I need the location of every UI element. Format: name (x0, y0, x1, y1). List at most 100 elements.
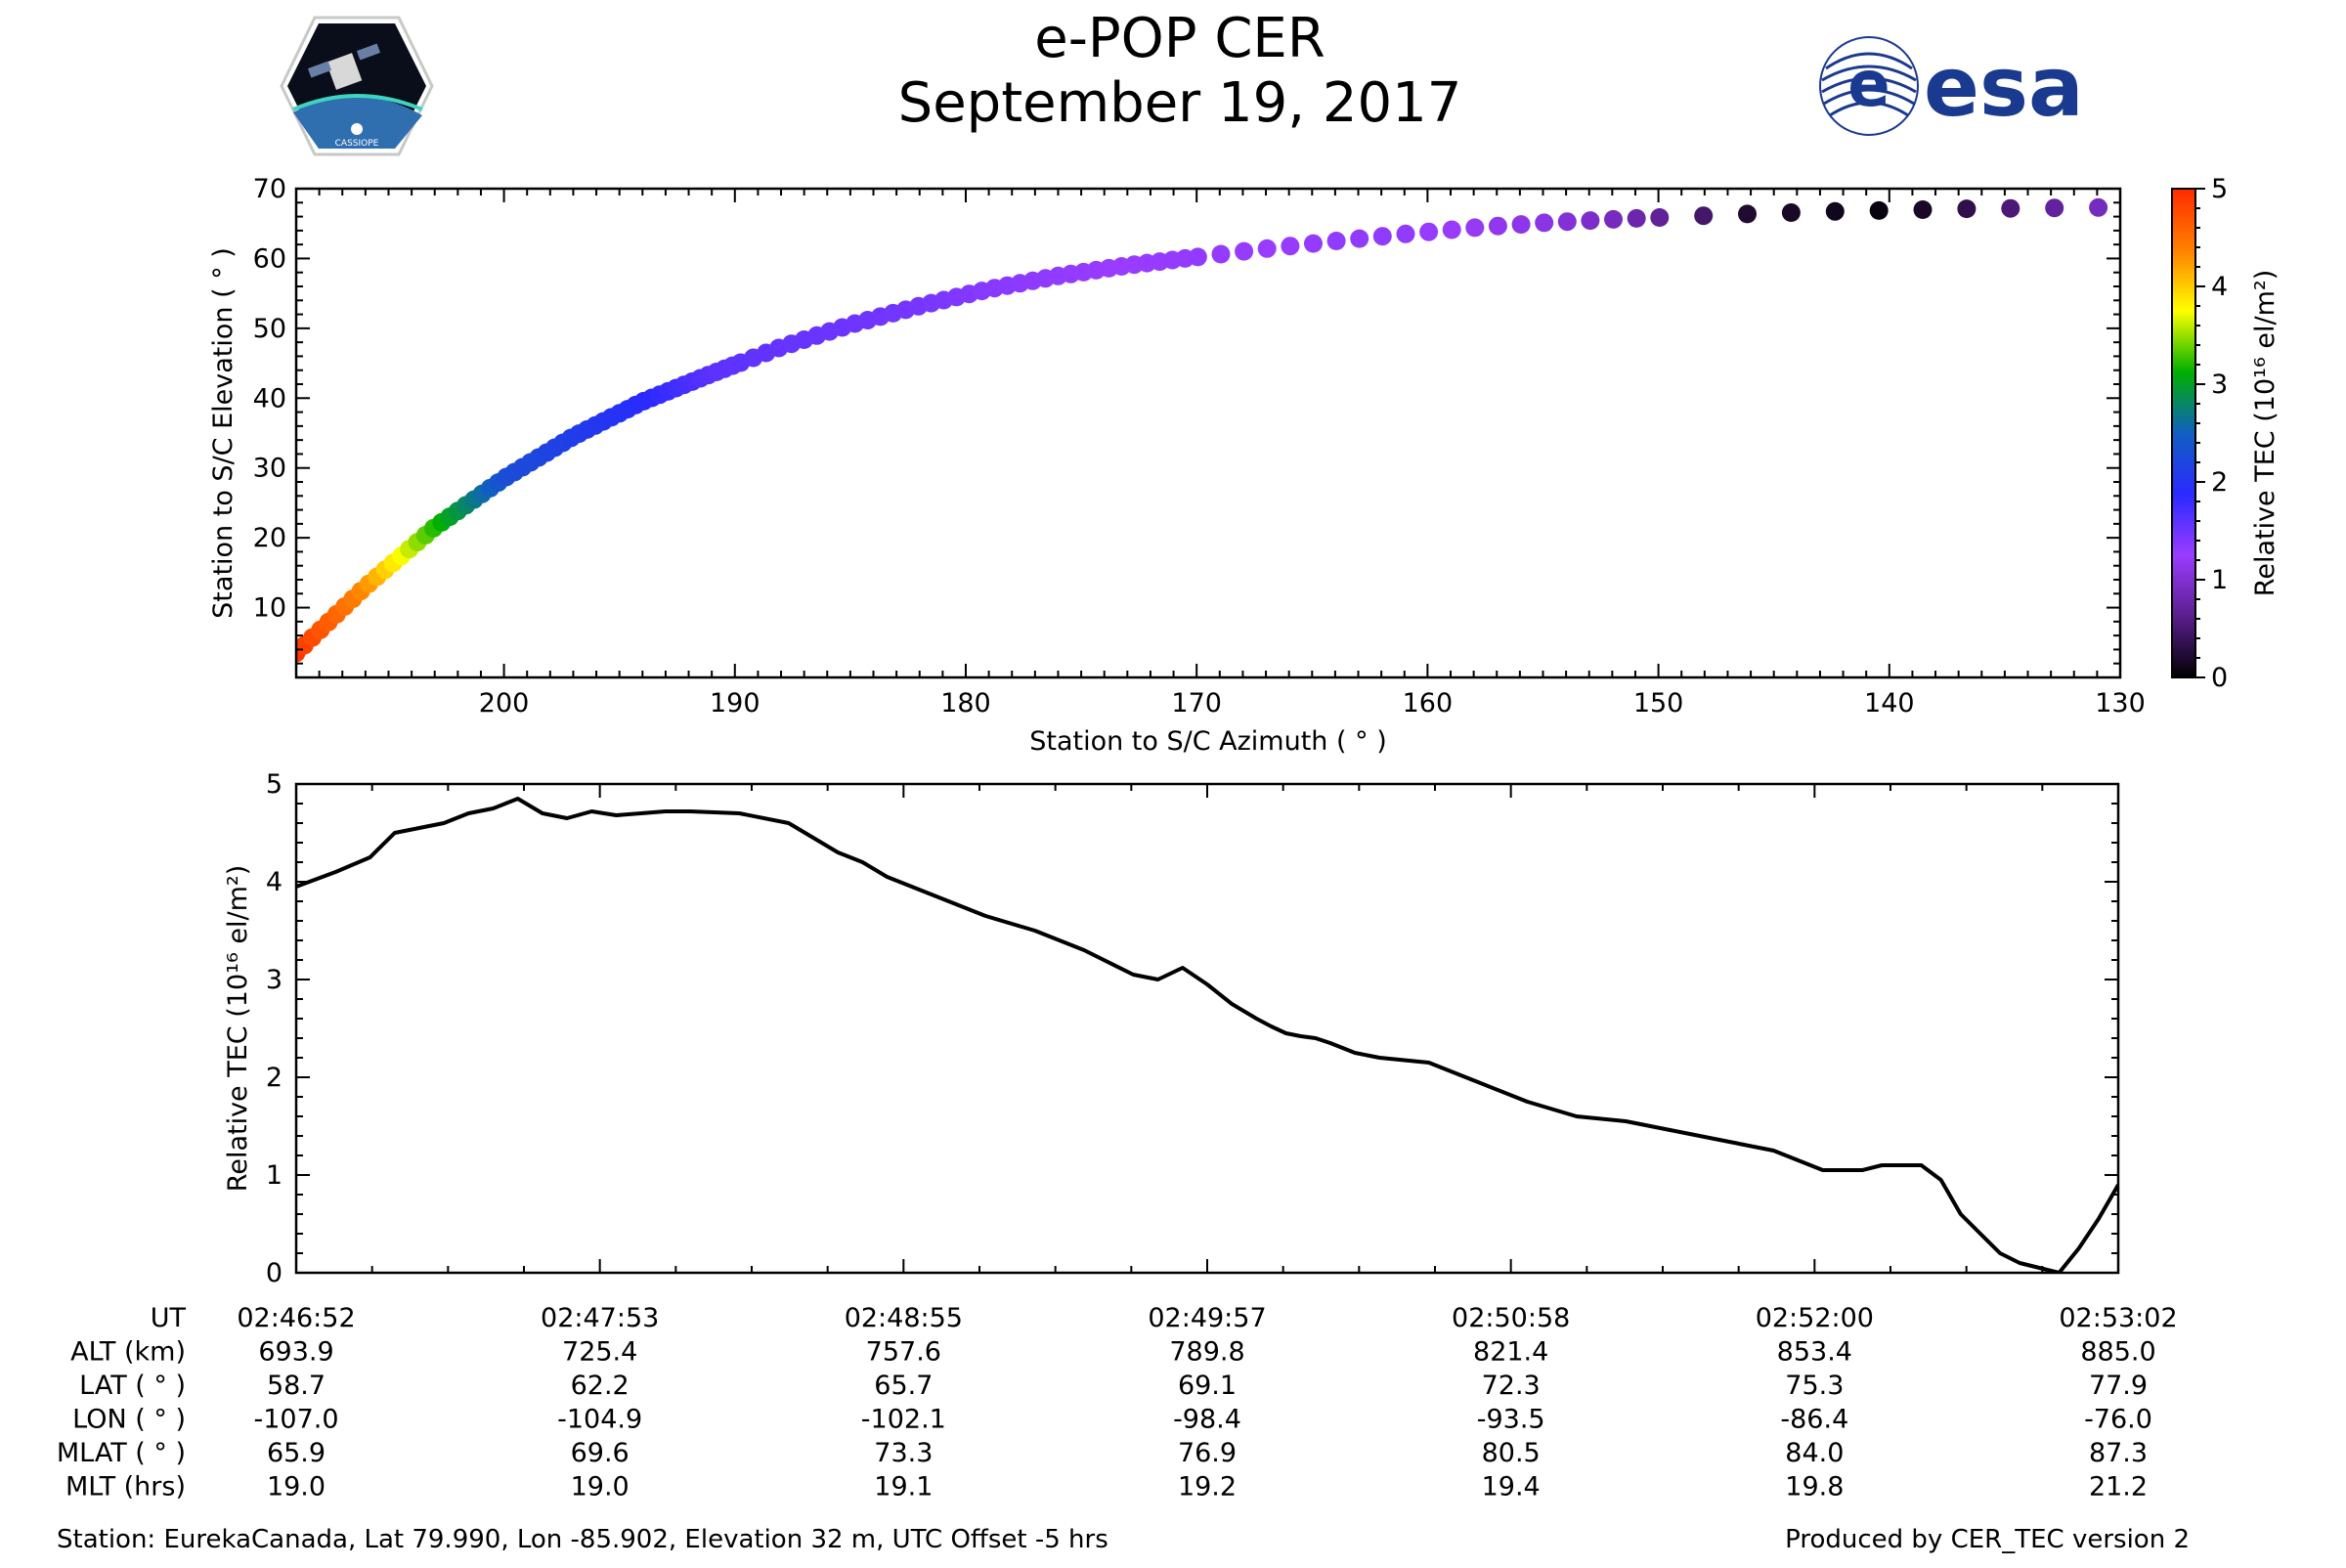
ephemeris-cell: 69.6 (571, 1438, 630, 1468)
track-dot (1581, 211, 1600, 231)
track-dot (2001, 198, 2020, 218)
track-dot (1627, 208, 1646, 228)
y-tick-label: 30 (253, 454, 286, 484)
track-dot (1913, 200, 1933, 219)
ephemeris-cell: 725.4 (562, 1337, 637, 1368)
colorbar-label: Relative TEC (10¹⁶ el/m²) (2250, 270, 2281, 596)
track-dot (1281, 237, 1300, 256)
y-tick-label: 0 (266, 1258, 282, 1288)
ephemeris-cell: 19.4 (1482, 1472, 1541, 1503)
ephemeris-cell: 02:52:00 (1756, 1303, 1874, 1333)
ephemeris-cell: 02:50:58 (1452, 1303, 1570, 1333)
y-tick-label: 10 (253, 593, 286, 624)
ephemeris-cell: 77.9 (2089, 1371, 2148, 1401)
track-dot (1557, 212, 1577, 232)
ephemeris-cell: 02:48:55 (845, 1303, 963, 1333)
top-x-ticks: 200 190 180 170 160 150 140 130 (295, 189, 2146, 719)
y-tick-label: 40 (253, 383, 286, 414)
ephemeris-row-label: LAT ( ° ) (79, 1371, 186, 1401)
ephemeris-cell: -93.5 (1477, 1405, 1545, 1435)
y-tick-label: 3 (266, 965, 282, 995)
colorbar-tick-label: 3 (2211, 370, 2228, 400)
x-tick-label: 160 (1403, 688, 1454, 719)
ephemeris-cell: 853.4 (1777, 1337, 1852, 1368)
track-dot (1442, 220, 1461, 240)
svg-text:e: e (1847, 49, 1890, 121)
track-dot (1535, 213, 1554, 233)
ephemeris-cell: 87.3 (2089, 1438, 2148, 1468)
top-y-axis-label: Station to S/C Elevation ( ° ) (208, 247, 239, 619)
ephemeris-cell: -98.4 (1173, 1405, 1241, 1435)
cassiope-logo: CASSIOPE (280, 16, 434, 156)
ephemeris-cell: 19.2 (1178, 1472, 1237, 1503)
x-tick-label: 190 (710, 688, 760, 719)
esa-logo-text: esa (1924, 39, 2084, 135)
y-tick-label: 20 (253, 523, 286, 553)
ephemeris-cell: 62.2 (571, 1371, 630, 1401)
colorbar-tick-label: 2 (2211, 467, 2228, 498)
ephemeris-table: UT ALT (km)LAT ( ° ) LON ( ° )MLAT ( ° ) ML… (57, 1303, 2178, 1503)
ephemeris-row-label: UT (151, 1303, 187, 1333)
ephemeris-cell: 02:47:53 (541, 1303, 659, 1333)
track-dot (1511, 215, 1531, 235)
x-tick-label: 170 (1171, 688, 1222, 719)
top-plot-frame (294, 187, 2122, 679)
ephemeris-cell: 02:46:52 (237, 1303, 355, 1333)
ephemeris-cell: 72.3 (1482, 1371, 1541, 1401)
ephemeris-row-label: MLT (hrs) (65, 1472, 186, 1503)
ephemeris-cell: 19.0 (267, 1472, 326, 1503)
track-dot (1738, 204, 1757, 224)
y-tick-label: 1 (266, 1160, 282, 1191)
x-tick-label: 180 (940, 688, 991, 719)
ephemeris-cell: 65.7 (874, 1371, 933, 1401)
ephemeris-cell: 80.5 (1482, 1438, 1541, 1468)
chart-title: e-POP CER (1034, 7, 1325, 70)
track-dot (1825, 201, 1845, 221)
track-dot (1396, 224, 1415, 243)
bottom-y-ticks: 0 1 2 3 4 5 (266, 769, 2118, 1288)
chart-date: September 19, 2017 (898, 71, 1462, 135)
ephemeris-cell: 02:49:57 (1148, 1303, 1266, 1333)
ephemeris-cell: -76.0 (2084, 1405, 2152, 1435)
ephemeris-cell: 84.0 (1785, 1438, 1844, 1468)
bottom-plot-frame (294, 782, 2120, 1275)
track-dot (1257, 239, 1277, 258)
ephemeris-cell: 693.9 (258, 1337, 333, 1368)
station-info: Station: EurekaCanada, Lat 79.990, Lon -… (57, 1525, 1108, 1554)
track-dot (1350, 229, 1369, 248)
ephemeris-cell: 02:53:02 (2059, 1303, 2177, 1333)
ephemeris-cell: 76.9 (1178, 1438, 1237, 1468)
colorbar-gradient (2171, 188, 2196, 678)
track-dot (1419, 222, 1439, 241)
produced-by: Produced by CER_TEC version 2 (1785, 1525, 2190, 1554)
track-dot (1781, 203, 1801, 222)
ephemeris-cell: 789.8 (1169, 1337, 1244, 1368)
ephemeris-cell: 69.1 (1178, 1371, 1237, 1401)
ephemeris-cell: 75.3 (1785, 1371, 1844, 1401)
ephemeris-cell: 73.3 (874, 1438, 933, 1468)
ephemeris-row-label: LON ( ° ) (72, 1405, 186, 1435)
ephemeris-cell: 19.1 (874, 1472, 933, 1503)
track-dot (1465, 218, 1485, 238)
y-tick-label: 4 (266, 867, 282, 897)
ephemeris-cell: -102.1 (861, 1405, 946, 1435)
colorbar-tick-label: 1 (2211, 565, 2228, 595)
y-tick-label: 2 (266, 1063, 282, 1093)
track-dot (1604, 209, 1623, 229)
track-dot (1235, 241, 1254, 261)
top-y-ticks: 10 20 30 40 50 60 70 (253, 174, 2120, 678)
track-dot (1650, 208, 1670, 227)
ephemeris-cell: 757.6 (866, 1337, 941, 1368)
colorbar-tick-label: 5 (2211, 174, 2228, 204)
bottom-x-ticks (295, 784, 2119, 1273)
ephemeris-cell: -107.0 (253, 1405, 338, 1435)
track-dot (1694, 206, 1714, 226)
track-dot (1326, 232, 1346, 250)
cassiope-logo-text: CASSIOPE (335, 139, 379, 149)
tec-time-plot: 0 1 2 3 4 5 Relative TEC (10¹⁶ el/m²) (223, 769, 2120, 1288)
ephemeris-cell: 58.7 (267, 1371, 326, 1401)
ephemeris-row-label: ALT (km) (70, 1337, 186, 1368)
colorbar-ticks: 0 1 2 3 4 5 (2195, 174, 2228, 693)
y-tick-label: 50 (253, 314, 286, 344)
bottom-y-axis-label: Relative TEC (10¹⁶ el/m²) (223, 865, 253, 1192)
